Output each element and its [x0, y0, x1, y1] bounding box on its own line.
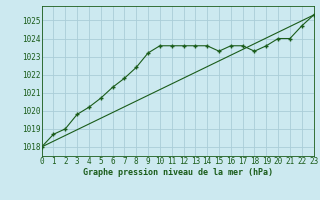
X-axis label: Graphe pression niveau de la mer (hPa): Graphe pression niveau de la mer (hPa) — [83, 168, 273, 177]
